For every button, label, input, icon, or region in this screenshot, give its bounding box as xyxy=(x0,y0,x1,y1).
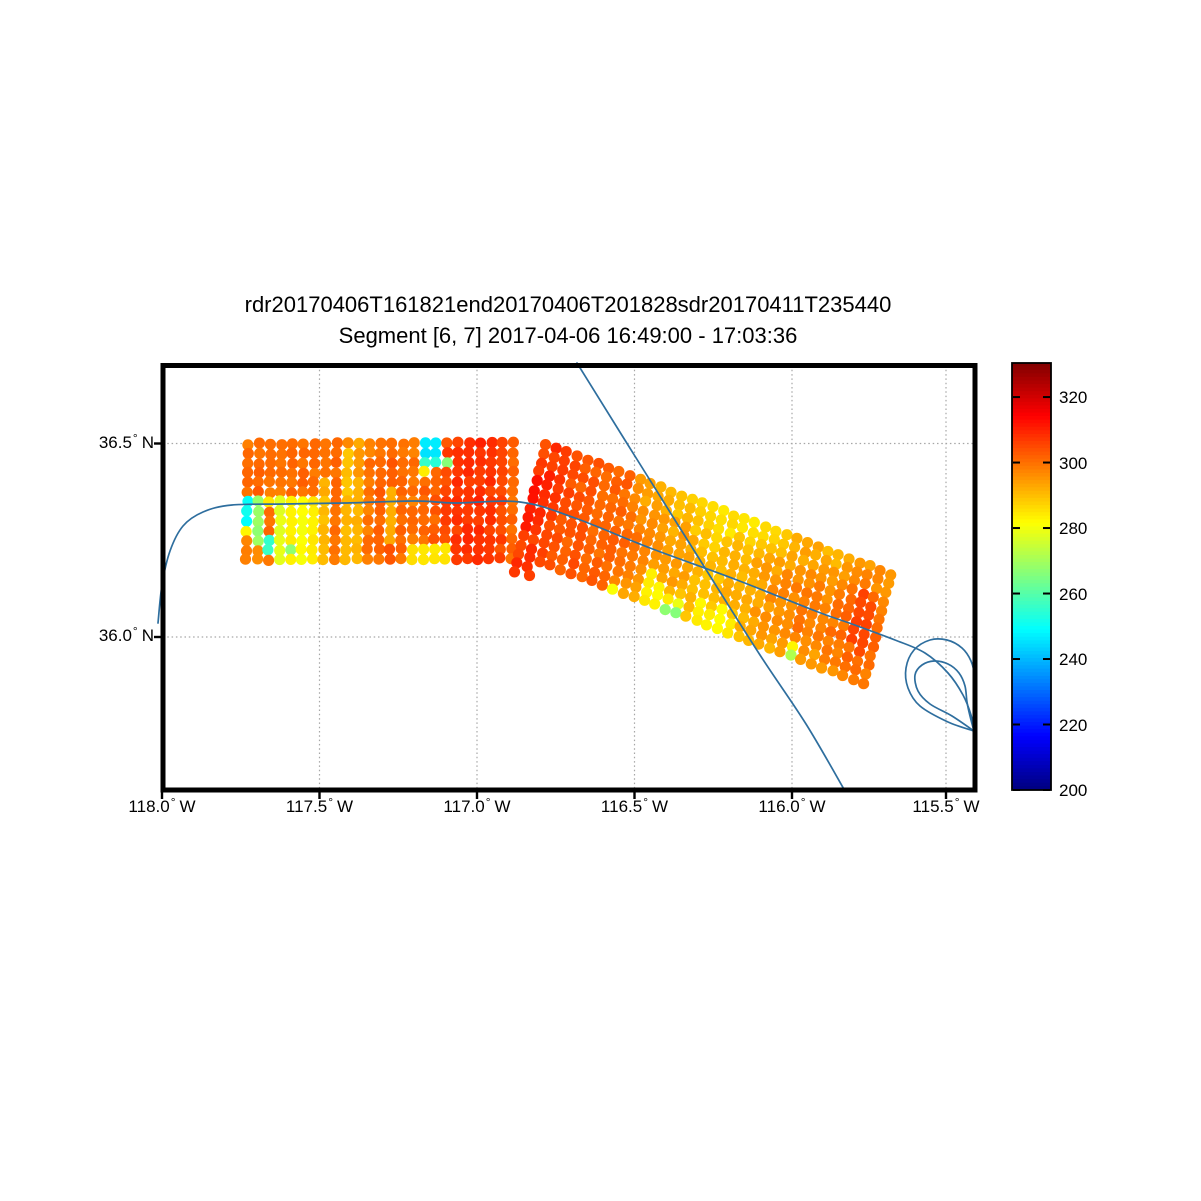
descending-track xyxy=(576,362,846,792)
colorbar-tick-label: 220 xyxy=(1059,715,1088,735)
scatter-swaths xyxy=(239,436,897,690)
colorbar xyxy=(1011,362,1052,791)
gridlines xyxy=(163,365,975,790)
colorbar-tick-label: 320 xyxy=(1059,388,1088,408)
x-tick-label: 115.5° W xyxy=(912,795,980,816)
loop-inner xyxy=(913,660,975,732)
plot-subtitle: Segment [6, 7] 2017-04-06 16:49:00 - 17:… xyxy=(338,323,798,348)
x-tick-label: 117.0° W xyxy=(443,795,511,816)
x-tick-label: 116.5° W xyxy=(600,795,669,816)
right-swath xyxy=(508,439,897,690)
colorbar-tick-label: 260 xyxy=(1059,584,1088,604)
y-tick-label: 36.5° N xyxy=(98,430,154,452)
left-swath xyxy=(239,436,519,567)
plot-title: rdr20170406T161821end20170406T201828sdr2… xyxy=(244,292,892,317)
colorbar-tick-label: 200 xyxy=(1059,781,1088,800)
flight-track-lines xyxy=(157,362,977,792)
axis-tick-marks xyxy=(154,442,948,799)
x-tick-label: 116.0° W xyxy=(758,795,826,816)
x-tick-label: 118.0° W xyxy=(128,795,196,816)
main-track xyxy=(157,500,975,732)
x-tick-label: 117.5° W xyxy=(285,795,354,816)
y-tick-label: 36.0° N xyxy=(98,624,154,645)
axes-border xyxy=(160,363,978,793)
colorbar-tick-label: 240 xyxy=(1059,650,1088,670)
colorbar-tick-label: 300 xyxy=(1059,453,1088,473)
colorbar-tick-label: 280 xyxy=(1059,519,1088,539)
